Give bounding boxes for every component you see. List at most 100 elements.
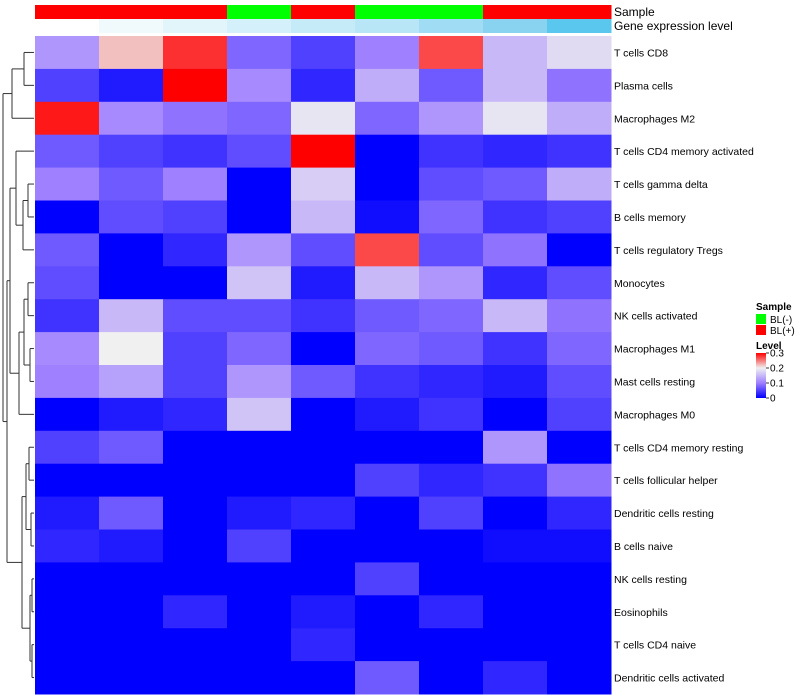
- heatmap-cell: [291, 266, 356, 300]
- heatmap-cell: [291, 200, 356, 234]
- heatmap-cell: [227, 134, 292, 169]
- heatmap-cell: [35, 266, 100, 300]
- heatmap-cell: [291, 397, 356, 432]
- heatmap-cell: [227, 101, 292, 136]
- heatmap-cell: [483, 36, 548, 70]
- heatmap-cell: [227, 299, 292, 333]
- row-label: Monocytes: [614, 278, 665, 290]
- heatmap-cell: [291, 529, 356, 563]
- heatmap-cell: [483, 101, 548, 136]
- heatmap-cell: [547, 332, 612, 366]
- heatmap-cell: [35, 463, 100, 498]
- heatmap-cell: [419, 661, 484, 695]
- heatmap-cell: [99, 233, 164, 267]
- row-label: T cells CD4 memory resting: [614, 442, 743, 454]
- heatmap-cell: [35, 529, 100, 563]
- row-label: Dendritic cells activated: [614, 673, 724, 685]
- heatmap-cell: [419, 463, 484, 498]
- heatmap-cell: [163, 332, 228, 366]
- heatmap-cell: [227, 463, 292, 498]
- heatmap-cell: [227, 529, 292, 563]
- heatmap-cell: [355, 661, 420, 695]
- heatmap-cell: [227, 332, 292, 366]
- heatmap-cell: [355, 101, 420, 136]
- annotation-cell: [355, 19, 420, 33]
- heatmap-cell: [99, 167, 164, 201]
- heatmap-cell: [163, 496, 228, 530]
- heatmap-cell: [99, 266, 164, 300]
- heatmap-cell: [163, 463, 228, 498]
- annotation-cell: [99, 19, 164, 33]
- heatmap-cell: [547, 101, 612, 136]
- heatmap-cell: [99, 299, 164, 333]
- heatmap-cell: [355, 595, 420, 629]
- heatmap-cell: [163, 628, 228, 662]
- heatmap-cell: [483, 299, 548, 333]
- heatmap-cell: [291, 595, 356, 629]
- heatmap-cell: [35, 332, 100, 366]
- heatmap-cell: [419, 266, 484, 300]
- annotation-cell: [99, 5, 164, 19]
- heatmap-cell: [163, 36, 228, 70]
- legend-tick-label: 0.2: [770, 364, 784, 375]
- heatmap-cell: [547, 167, 612, 201]
- heatmap-cell: [99, 200, 164, 234]
- heatmap-cell: [163, 200, 228, 234]
- heatmap-cells: [35, 36, 612, 695]
- heatmap-cell: [99, 365, 164, 399]
- row-label: B cells memory: [614, 212, 687, 224]
- legend-sample-title: Sample: [756, 302, 792, 313]
- heatmap-cell: [483, 233, 548, 267]
- heatmap-cell: [227, 595, 292, 629]
- heatmap-cell: [35, 36, 100, 70]
- legend-gradient: [756, 353, 766, 398]
- heatmap-cell: [227, 266, 292, 300]
- heatmap-cell: [163, 365, 228, 399]
- heatmap-cell: [99, 332, 164, 366]
- row-label: Macrophages M2: [614, 113, 695, 125]
- heatmap-cell: [355, 430, 420, 465]
- heatmap-cell: [483, 529, 548, 563]
- heatmap-cell: [355, 332, 420, 366]
- heatmap-cell: [547, 661, 612, 695]
- heatmap-cell: [35, 628, 100, 662]
- row-label: NK cells activated: [614, 311, 698, 323]
- heatmap-cell: [547, 595, 612, 629]
- heatmap-cell: [547, 397, 612, 432]
- annotation-label: Gene expression level: [614, 19, 733, 33]
- heatmap-cell: [227, 397, 292, 432]
- heatmap-cell: [355, 628, 420, 662]
- row-label: T cells CD4 naive: [614, 640, 696, 652]
- legend-label: BL(-): [770, 315, 792, 326]
- heatmap-cell: [163, 562, 228, 596]
- heatmap-cell: [99, 68, 164, 103]
- heatmap-cell: [547, 36, 612, 70]
- heatmap-cell: [99, 661, 164, 695]
- row-label: Macrophages M1: [614, 344, 695, 356]
- heatmap-cell: [483, 661, 548, 695]
- annotation-label: Sample: [614, 5, 655, 19]
- heatmap-cell: [419, 101, 484, 136]
- heatmap-cell: [227, 661, 292, 695]
- legend-swatch: [756, 325, 766, 335]
- heatmap-cell: [355, 397, 420, 432]
- heatmap-cell: [291, 36, 356, 70]
- annotation-cell: [35, 5, 100, 19]
- heatmap-cell: [99, 397, 164, 432]
- heatmap-cell: [355, 233, 420, 267]
- heatmap-cell: [419, 562, 484, 596]
- heatmap-cell: [355, 299, 420, 333]
- annotation-cell: [227, 19, 292, 33]
- heatmap-cell: [419, 36, 484, 70]
- heatmap-cell: [483, 628, 548, 662]
- heatmap-cell: [547, 266, 612, 300]
- heatmap-cell: [227, 167, 292, 201]
- heatmap-cell: [419, 430, 484, 465]
- heatmap-cell: [163, 397, 228, 432]
- heatmap-cell: [291, 167, 356, 201]
- annotation-cell: [291, 19, 356, 33]
- heatmap-cell: [547, 496, 612, 530]
- heatmap-cell: [547, 562, 612, 596]
